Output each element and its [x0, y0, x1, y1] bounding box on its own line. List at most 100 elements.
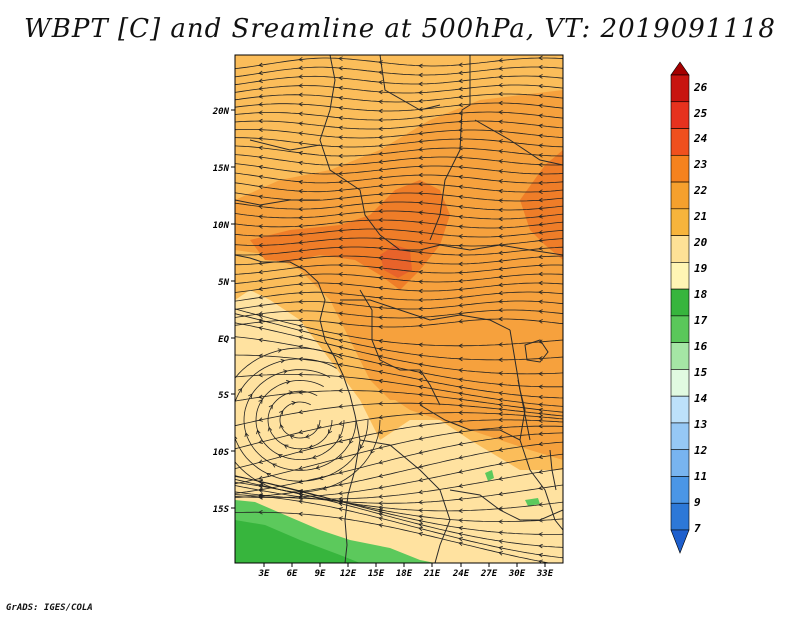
streamline-arrow: [418, 130, 423, 136]
streamline-arrow: [378, 354, 383, 360]
streamline-arrow: [538, 153, 543, 158]
streamline-arrow: [338, 187, 343, 193]
streamline-arrow: [338, 105, 343, 111]
border-12: [235, 199, 320, 206]
colorbar-label: 9: [694, 496, 701, 509]
streamline-arrow: [298, 479, 303, 484]
streamline-arrow: [258, 214, 263, 220]
streamline-arrow: [256, 429, 261, 435]
streamline-arrow: [538, 64, 543, 70]
wbpt-fill-18c-patch-2: [525, 498, 540, 506]
streamline-arrow: [258, 484, 263, 489]
streamline-arrow: [418, 377, 423, 383]
streamline-arrow: [418, 323, 423, 328]
streamline-southern: [235, 374, 563, 407]
streamline-easterly: [235, 219, 563, 229]
streamline-arrow: [498, 391, 503, 396]
streamline-arrow: [498, 417, 503, 423]
streamline-arrow: [418, 362, 423, 368]
streamline-arrow: [418, 138, 423, 144]
streamline-southern: [235, 494, 563, 559]
streamline-arrow: [458, 343, 463, 349]
streamline-arrow: [498, 316, 503, 322]
streamline-arrow: [418, 526, 423, 532]
streamline-arrow: [289, 435, 295, 440]
streamline-arrow: [418, 531, 424, 537]
streamline-arrow: [279, 410, 284, 415]
streamline-arrow: [338, 374, 343, 379]
streamline-arrow: [378, 108, 383, 114]
streamline-arrow: [338, 321, 343, 326]
streamline-arrow: [338, 115, 343, 121]
streamline-arrow: [418, 392, 423, 397]
streamline-arrow: [258, 224, 263, 229]
colorbar-label: 14: [694, 392, 708, 405]
streamline-arrow: [298, 492, 303, 497]
streamline-arrow: [298, 179, 303, 185]
streamline-arrow: [338, 507, 343, 512]
streamline-arrow: [498, 299, 503, 304]
streamline-arrow: [458, 356, 463, 362]
colorbar-label: 17: [694, 314, 708, 327]
streamline-arrow: [458, 252, 463, 258]
border-9: [359, 439, 451, 563]
streamline-arrow: [298, 240, 303, 245]
streamline-arrow: [338, 345, 343, 350]
streamline-arrow: [418, 450, 424, 455]
streamline-arrow: [283, 444, 289, 449]
streamline-arrow: [458, 286, 463, 292]
streamline-easterly: [235, 228, 563, 238]
streamline-arrow: [338, 311, 343, 316]
streamline-arrow: [258, 145, 263, 151]
streamline-arrow: [458, 303, 463, 308]
streamline-arrow: [538, 189, 543, 194]
streamline-arrow: [258, 102, 263, 107]
streamline-arrow: [267, 426, 273, 432]
streamline-arrow: [498, 91, 503, 97]
streamline-arrow: [538, 543, 543, 549]
streamline-arrow: [298, 448, 303, 454]
streamline-arrow: [418, 200, 423, 206]
streamline-southern: [235, 441, 563, 498]
streamline-easterly: [235, 246, 563, 256]
streamline-arrow: [538, 309, 543, 314]
streamline-arrow: [378, 473, 383, 478]
streamline-arrow: [258, 475, 263, 481]
lat-label-10n: 10N: [213, 221, 230, 231]
streamline-arrow: [498, 66, 503, 71]
streamline-arrow: [458, 243, 463, 249]
streamline-easterly: [235, 264, 563, 275]
colorbar-box: [670, 208, 690, 236]
streamline-arrow: [418, 147, 423, 152]
streamline-arrow: [378, 208, 383, 214]
streamline-arrow: [418, 288, 423, 294]
streamline-arrow: [258, 184, 263, 190]
streamline-southern: [235, 475, 563, 522]
streamline-arrow: [418, 464, 424, 469]
colorbar: 26 25 24 23 22 21 20 19 18 17 16 15 14 1…: [670, 61, 708, 554]
streamline-arrow: [258, 294, 263, 300]
colorbar-boxes: [670, 74, 690, 531]
streamline-arrow: [418, 240, 423, 245]
streamline-arrow: [338, 516, 343, 521]
colorbar-label: 20: [693, 236, 708, 249]
streamline-arrow: [338, 244, 343, 250]
streamline-arrow: [258, 399, 263, 404]
streamline-arrow: [538, 431, 543, 436]
streamline-arrow: [298, 256, 303, 261]
streamline-arrow: [338, 455, 343, 460]
streamline-arrow: [458, 368, 463, 373]
streamline-arrow: [338, 272, 343, 277]
streamline-arrow: [418, 90, 423, 95]
streamline-arrow: [378, 516, 383, 521]
streamline-arrow: [418, 72, 423, 78]
streamline-arrow: [538, 206, 543, 211]
streamline-arrow: [498, 461, 503, 466]
streamline-arrow: [538, 162, 543, 168]
streamline-arrow: [338, 75, 343, 81]
wbpt-fill-18c-patch: [485, 470, 494, 481]
border-10: [449, 489, 563, 521]
streamline-arrow: [258, 278, 263, 283]
streamline-arrow: [378, 275, 383, 281]
